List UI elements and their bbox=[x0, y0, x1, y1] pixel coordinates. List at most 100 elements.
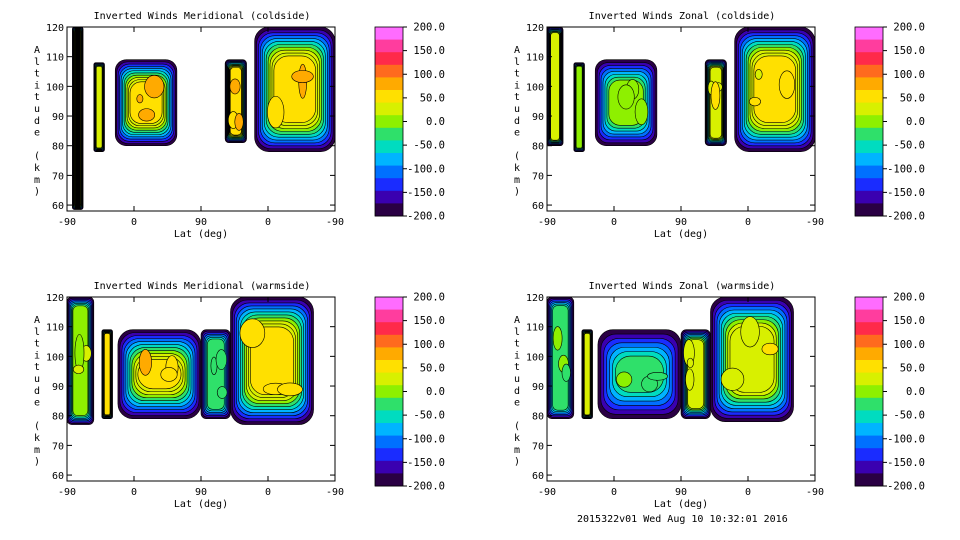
colorbar-tick-label: -200.0 bbox=[887, 211, 925, 223]
colorbar-swatch bbox=[375, 410, 403, 424]
colorbar-swatch bbox=[375, 309, 403, 323]
colorbar-tick-label: 50.0 bbox=[420, 92, 445, 104]
colorbar-tick-label: 150.0 bbox=[413, 45, 445, 57]
contour-blob bbox=[617, 84, 635, 110]
colorbar-tick-label: -50.0 bbox=[413, 410, 445, 422]
colorbar-swatch bbox=[855, 297, 883, 311]
contour-blob bbox=[138, 349, 152, 376]
colorbar-swatch bbox=[855, 435, 883, 449]
y-tick-label: 70 bbox=[532, 171, 544, 182]
contour-blob bbox=[748, 96, 761, 107]
contour-blob bbox=[160, 367, 178, 382]
x-tick-label: -90 bbox=[806, 487, 824, 498]
colorbar-tick-label: -150.0 bbox=[407, 457, 445, 469]
colorbar-swatch bbox=[375, 397, 403, 411]
colorbar-tick-label: 200.0 bbox=[893, 292, 925, 304]
y-tick-label: 80 bbox=[532, 412, 544, 423]
y-tick-label: 100 bbox=[46, 82, 64, 93]
colorbar-tick-label: -100.0 bbox=[887, 433, 925, 445]
colorbar-swatch bbox=[855, 360, 883, 374]
x-tick-label: 0 bbox=[745, 217, 751, 228]
contour-field bbox=[72, 27, 335, 210]
contour-block bbox=[67, 297, 95, 425]
panel-2: Inverted Winds Zonal (coldside) 60 70 80 90 1… bbox=[514, 11, 925, 240]
colorbar-swatch bbox=[375, 77, 403, 91]
colorbar-swatch bbox=[375, 115, 403, 129]
colorbar-tick-label: -100.0 bbox=[887, 163, 925, 175]
colorbar-tick-label: 150.0 bbox=[893, 315, 925, 327]
x-tick-label: -90 bbox=[58, 487, 76, 498]
chart-title: Inverted Winds Meridional (warmside) bbox=[94, 281, 311, 292]
colorbar-tick-label: 150.0 bbox=[893, 45, 925, 57]
contour-blob bbox=[685, 368, 695, 391]
x-tick-label: -90 bbox=[326, 487, 344, 498]
contour-blob bbox=[138, 108, 156, 122]
colorbar-swatch bbox=[375, 165, 403, 179]
y-tick-label: 80 bbox=[52, 412, 64, 423]
y-tick-label: 120 bbox=[46, 23, 64, 34]
colorbar-tick-label: -150.0 bbox=[407, 187, 445, 199]
contour-block bbox=[117, 329, 202, 419]
colorbar-swatch bbox=[375, 203, 403, 217]
colorbar-tick-label: 100.0 bbox=[413, 69, 445, 81]
colorbar-tick-label: -200.0 bbox=[407, 481, 445, 493]
colorbar-tick-label: 50.0 bbox=[420, 362, 445, 374]
x-tick-label: 0 bbox=[745, 487, 751, 498]
y-tick-label: 90 bbox=[532, 112, 544, 123]
colorbar-tick-label: 200.0 bbox=[413, 22, 445, 34]
y-tick-label: 60 bbox=[532, 471, 544, 482]
x-tick-label: 0 bbox=[611, 487, 617, 498]
contour-block bbox=[594, 59, 658, 147]
colorbar-swatch bbox=[855, 322, 883, 336]
colorbar-tick-label: -50.0 bbox=[893, 140, 925, 152]
contour-blob bbox=[277, 382, 303, 397]
colorbar-tick-label: -150.0 bbox=[887, 187, 925, 199]
contour-block bbox=[114, 59, 178, 147]
colorbar-swatch bbox=[375, 297, 403, 311]
contour-block bbox=[547, 27, 564, 147]
contour-blob bbox=[634, 98, 649, 126]
colorbar-tick-label: -200.0 bbox=[407, 211, 445, 223]
contour-blob bbox=[136, 94, 144, 104]
contour-blob bbox=[215, 349, 227, 370]
x-axis-label: Lat (deg) bbox=[654, 229, 708, 240]
y-tick-label: 110 bbox=[46, 53, 64, 64]
contour-block bbox=[224, 59, 247, 144]
x-tick-label: 0 bbox=[131, 217, 137, 228]
chart-title: Inverted Winds Zonal (coldside) bbox=[589, 11, 776, 22]
colorbar-tick-label: -100.0 bbox=[407, 163, 445, 175]
colorbar-swatch bbox=[855, 102, 883, 116]
colorbar-swatch bbox=[375, 347, 403, 361]
x-tick-label: -90 bbox=[326, 217, 344, 228]
colorbar-swatch bbox=[375, 423, 403, 437]
contour-block bbox=[254, 27, 335, 152]
colorbar-swatch bbox=[855, 372, 883, 386]
colorbar-swatch bbox=[855, 178, 883, 192]
colorbar-tick-label: 200.0 bbox=[893, 22, 925, 34]
contour-blob bbox=[144, 75, 165, 99]
colorbar-tick-label: 50.0 bbox=[900, 362, 925, 374]
colorbar-swatch bbox=[855, 39, 883, 53]
contour-blob bbox=[616, 371, 633, 388]
colorbar-swatch bbox=[375, 372, 403, 386]
y-tick-label: 120 bbox=[46, 293, 64, 304]
colorbar-tick-label: 100.0 bbox=[893, 339, 925, 351]
colorbar-swatch bbox=[375, 153, 403, 167]
contour-block bbox=[93, 62, 105, 152]
contour-block bbox=[734, 27, 815, 152]
footer-timestamp: 2015322v01 Wed Aug 10 10:32:01 2016 bbox=[577, 514, 788, 525]
colorbar-swatch bbox=[855, 115, 883, 129]
x-axis-label: Lat (deg) bbox=[654, 499, 708, 510]
colorbar-swatch bbox=[855, 77, 883, 91]
colorbar-swatch bbox=[375, 473, 403, 487]
colorbar-swatch bbox=[375, 39, 403, 53]
y-tick-label: 70 bbox=[52, 171, 64, 182]
contour-blob bbox=[216, 386, 228, 399]
contour-blob bbox=[561, 363, 571, 382]
y-tick-label: 60 bbox=[52, 471, 64, 482]
y-tick-label: 60 bbox=[52, 201, 64, 212]
colorbar: 200.0 150.0 100.0 50.0 0.0 -50.0 -100.0 -150.0 -… bbox=[374, 22, 445, 223]
